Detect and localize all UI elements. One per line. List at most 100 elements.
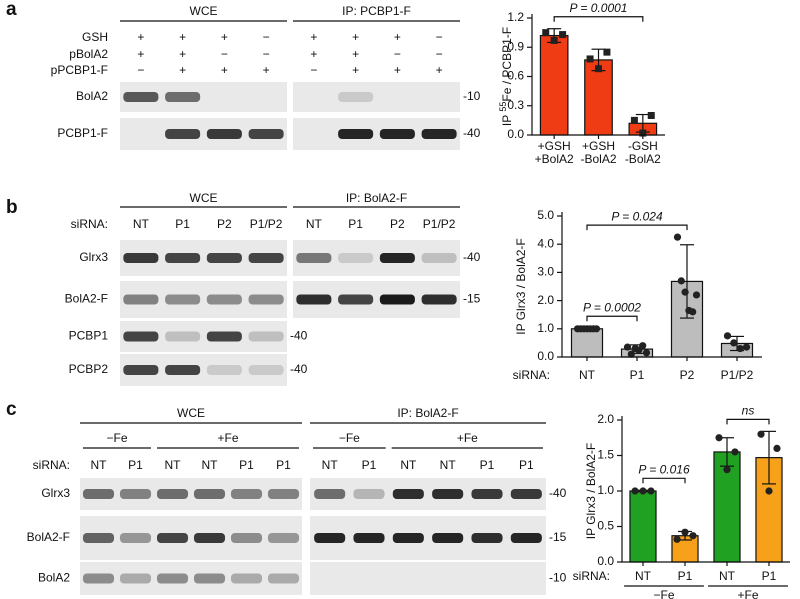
lane-name: P1/P2 (250, 217, 283, 231)
y-axis-label-superscript: 55 (498, 102, 508, 112)
lane-name: NT (202, 458, 219, 472)
blot-header: IP: BolA2-F (397, 406, 458, 420)
y-tick-label: 0.6 (507, 69, 524, 83)
blot-band (338, 129, 374, 139)
blot-label: BolA2-F (65, 292, 108, 306)
size-marker: -40 (463, 250, 481, 264)
blot-header: WCE (190, 191, 218, 205)
blot-band (123, 365, 159, 375)
lane-name: P1 (480, 458, 495, 472)
x-tick-label: -BolA2 (625, 152, 661, 166)
data-point (623, 343, 632, 351)
blot-band (123, 92, 159, 102)
blot-band (338, 92, 374, 102)
blot-band (510, 533, 542, 543)
blot-header: WCE (177, 406, 205, 420)
axes (621, 416, 790, 563)
data-point (673, 233, 682, 241)
data-point (647, 112, 655, 119)
significance-bracket (586, 315, 638, 322)
condition-sign: − (263, 30, 270, 44)
x-tick-label: +GSH (538, 139, 571, 153)
blot-band (392, 489, 424, 499)
blot-header: IP: BolA2-F (346, 191, 407, 205)
blot-image (80, 562, 302, 595)
blot-band (248, 129, 284, 139)
condition-sign: + (221, 30, 228, 44)
data-point (673, 535, 681, 543)
blot-subheader: +Fe (217, 431, 238, 445)
blot-band (248, 331, 284, 342)
blot-band (82, 573, 115, 584)
x-axis-label: siRNA: (573, 569, 610, 583)
data-point (639, 129, 647, 137)
condition-sign: + (310, 30, 317, 44)
lane-name: NT (91, 458, 108, 472)
blot-band (379, 294, 415, 305)
x-tick-label: P1 (678, 569, 693, 583)
x-tick-label: NT (579, 368, 596, 382)
condition-sign: + (394, 63, 401, 77)
blot-band (421, 129, 457, 139)
blot-band (123, 294, 159, 305)
blot-band (193, 533, 226, 543)
blot-band (432, 533, 464, 543)
condition-sign: + (352, 30, 359, 44)
size-marker: -10 (549, 571, 567, 585)
condition-sign: + (394, 30, 401, 44)
y-tick-label: 2.0 (597, 412, 614, 426)
significance-label: P = 0.0001 (570, 1, 628, 15)
lane-name: NT (133, 217, 150, 231)
y-axis-label-part: IP (500, 112, 514, 126)
blot-band (267, 489, 300, 499)
x-tick-label: P2 (680, 368, 695, 382)
blot-band (165, 365, 201, 375)
condition-label: pPCBP1-F (51, 63, 108, 77)
blot-image (310, 516, 546, 560)
blot-band (82, 533, 115, 543)
condition-sign: + (179, 47, 186, 61)
lane-name: NT (400, 458, 417, 472)
lane-name: P1 (239, 458, 254, 472)
blot-band (156, 533, 189, 543)
significance-bracket (553, 16, 644, 22)
blot-band (206, 253, 242, 263)
blot-band (193, 489, 226, 499)
x-tick-label: -BolA2 (580, 152, 616, 166)
blot-band (510, 489, 542, 499)
blot-label: BolA2 (38, 571, 70, 585)
condition-sign: + (137, 47, 144, 61)
lane-name: NT (165, 458, 182, 472)
blot-band (421, 294, 457, 305)
condition-sign: + (310, 47, 317, 61)
blot-band (206, 129, 242, 139)
significance-bracket (726, 418, 770, 425)
blot-band (248, 294, 284, 305)
size-marker: -40 (549, 486, 567, 500)
data-point (559, 31, 567, 39)
y-tick-label: 0.5 (597, 519, 614, 533)
blot-band (379, 129, 415, 139)
lane-name: NT (322, 458, 339, 472)
blot-band (471, 533, 503, 543)
x-tick-label: P1 (762, 569, 777, 583)
lane-name: NT (306, 217, 323, 231)
lane-label: siRNA: (33, 458, 70, 472)
blot-band (119, 533, 152, 543)
blot-label: BolA2-F (27, 530, 70, 544)
data-point (627, 350, 635, 358)
y-tick-label: 0.3 (507, 98, 524, 112)
lane-name: P1 (362, 458, 377, 472)
blot-band (338, 294, 374, 305)
blot-band (314, 533, 346, 543)
significance-label: ns (742, 404, 755, 418)
data-point (681, 288, 689, 296)
data-point (730, 339, 738, 347)
condition-sign: − (137, 63, 144, 77)
lane-label: siRNA: (71, 217, 108, 231)
panel-letter: c (6, 399, 17, 420)
data-point (586, 55, 594, 63)
y-tick-label: 5.0 (537, 208, 554, 222)
blot-header: WCE (190, 4, 218, 18)
